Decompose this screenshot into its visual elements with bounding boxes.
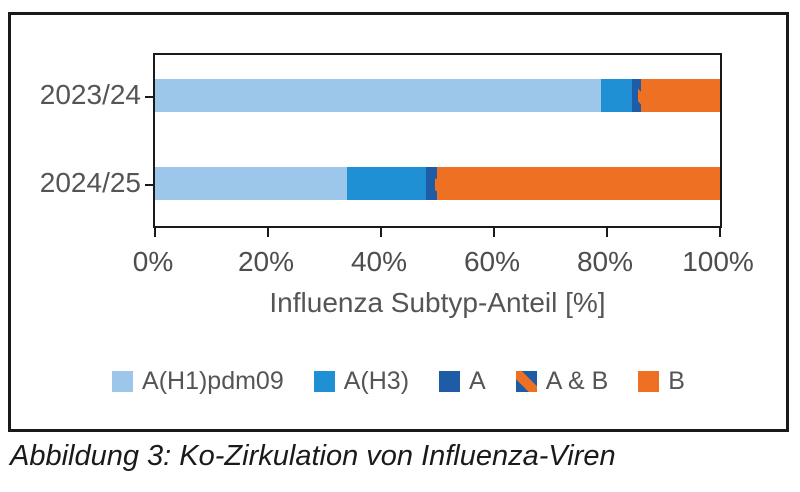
bar-segment-A-H1-pdm09: [155, 79, 602, 112]
stacked-bar-2024-25: [155, 167, 720, 200]
legend-label: A(H1)pdm09: [142, 367, 284, 395]
figure-border: 2023/24 2024/25 0% 20% 40% 60% 80% 100% Influe…: [8, 12, 789, 432]
x-axis-title: Influenza Subtyp-Anteil [%]: [269, 287, 606, 318]
bar-segment-A-H1-pdm09: [155, 167, 348, 200]
bar-segment-A: [632, 79, 639, 112]
x-axis-tick-label: 20%: [237, 246, 295, 277]
x-axis-tick-label: 0%: [132, 246, 174, 277]
bar-segment-A-B: [434, 167, 438, 200]
bar-segment-A: [426, 167, 435, 200]
x-tick: [154, 228, 156, 237]
bar-segment-B: [640, 79, 720, 112]
legend-item-A-H3-: A(H3): [313, 367, 410, 396]
x-axis-tick-label: 80%: [576, 246, 634, 277]
y-tick: [145, 95, 154, 98]
y-tick: [145, 183, 154, 186]
x-tick: [606, 228, 608, 237]
legend-item-B: B: [638, 367, 685, 396]
x-tick: [267, 228, 269, 237]
legend-swatch-icon: [515, 371, 537, 392]
legend-label: A & B: [545, 367, 609, 395]
x-tick: [493, 228, 495, 237]
y-axis-label: 2023/24: [39, 79, 141, 110]
legend-item-A-H1-pdm09: A(H1)pdm09: [112, 367, 284, 396]
bar-segment-A-H3-: [347, 167, 427, 200]
bar-segment-A-B: [638, 79, 641, 112]
legend-item-A-B: A & B: [515, 367, 609, 396]
bar-segment-A-H3-: [601, 79, 633, 112]
x-axis-tick-label: 40%: [350, 246, 408, 277]
figure-caption: Abbildung 3: Ko-Zirkulation von Influenz…: [10, 440, 616, 472]
legend-swatch-icon: [112, 371, 134, 392]
legend-swatch-icon: [313, 371, 335, 392]
legend-item-A: A: [439, 367, 486, 396]
bar-segment-B: [437, 167, 720, 200]
plot-area: [145, 53, 722, 237]
y-axis-label: 2024/25: [39, 167, 141, 198]
legend-swatch-icon: [638, 371, 660, 392]
legend-label: A: [469, 367, 486, 395]
legend-swatch-icon: [439, 371, 461, 392]
legend-label: A(H3): [343, 367, 410, 395]
x-axis-tick-label: 100%: [682, 246, 754, 277]
legend: A(H1)pdm09 A(H3) A A & B B: [11, 367, 786, 396]
legend-label: B: [668, 367, 685, 395]
stacked-bar-2023-24: [155, 79, 720, 112]
x-axis-tick-label: 60%: [463, 246, 521, 277]
x-tick: [380, 228, 382, 237]
x-tick: [719, 228, 721, 237]
